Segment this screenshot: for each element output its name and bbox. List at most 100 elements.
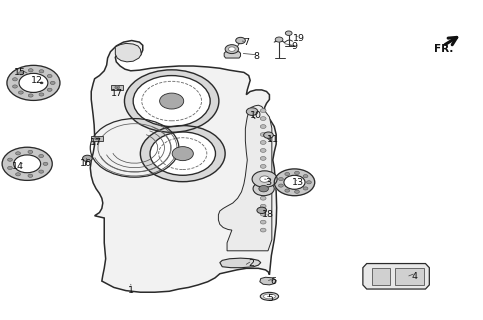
Circle shape (39, 93, 44, 96)
Circle shape (228, 47, 235, 51)
Circle shape (260, 148, 266, 152)
Circle shape (47, 75, 52, 77)
Circle shape (39, 155, 43, 158)
Circle shape (159, 93, 184, 109)
Text: FR.: FR. (434, 44, 454, 54)
Text: 19: 19 (293, 35, 305, 44)
Circle shape (303, 175, 308, 178)
Polygon shape (371, 268, 390, 285)
Polygon shape (274, 169, 315, 196)
Circle shape (28, 150, 33, 154)
Polygon shape (90, 41, 277, 292)
Circle shape (39, 70, 44, 73)
Text: 17: 17 (90, 138, 102, 147)
Polygon shape (363, 264, 429, 289)
Polygon shape (141, 125, 225, 182)
Polygon shape (395, 268, 424, 285)
Circle shape (260, 196, 266, 200)
Circle shape (285, 172, 290, 176)
Polygon shape (125, 70, 219, 132)
Polygon shape (260, 277, 276, 285)
Circle shape (236, 37, 245, 44)
Circle shape (307, 181, 312, 184)
Ellipse shape (260, 292, 279, 300)
Circle shape (260, 212, 266, 216)
Text: 17: 17 (111, 89, 123, 98)
Circle shape (246, 108, 258, 116)
Text: 12: 12 (31, 76, 43, 85)
Circle shape (260, 172, 266, 176)
Polygon shape (2, 147, 52, 180)
Circle shape (13, 85, 17, 88)
Circle shape (285, 31, 292, 36)
Circle shape (260, 220, 266, 224)
Text: 7: 7 (243, 38, 249, 47)
Polygon shape (19, 73, 48, 92)
Text: 14: 14 (12, 162, 24, 171)
Polygon shape (150, 132, 215, 175)
Text: 3: 3 (265, 178, 271, 187)
Text: 16: 16 (81, 159, 92, 168)
Polygon shape (133, 76, 210, 126)
Text: 1: 1 (128, 286, 134, 295)
Circle shape (295, 190, 299, 193)
Polygon shape (284, 175, 305, 189)
Polygon shape (224, 52, 241, 58)
Circle shape (15, 173, 20, 176)
Circle shape (172, 147, 193, 161)
Circle shape (260, 228, 266, 232)
Circle shape (83, 155, 92, 162)
Text: 10: 10 (250, 111, 262, 120)
Text: 13: 13 (292, 179, 304, 188)
Text: 11: 11 (267, 135, 279, 144)
Circle shape (253, 182, 274, 196)
Circle shape (264, 132, 273, 138)
Circle shape (43, 162, 48, 165)
Circle shape (95, 137, 99, 140)
Circle shape (279, 178, 284, 180)
Polygon shape (115, 44, 142, 62)
Text: 15: 15 (14, 68, 26, 77)
Circle shape (8, 158, 13, 161)
Circle shape (260, 132, 266, 136)
Circle shape (18, 72, 23, 75)
Polygon shape (91, 136, 103, 141)
Circle shape (260, 156, 266, 160)
Circle shape (50, 81, 55, 84)
Polygon shape (7, 65, 60, 100)
Circle shape (260, 117, 266, 121)
Circle shape (39, 170, 43, 173)
Circle shape (260, 124, 266, 128)
Circle shape (115, 86, 120, 89)
Circle shape (279, 184, 284, 187)
Circle shape (259, 186, 269, 192)
Text: 5: 5 (268, 294, 273, 303)
Ellipse shape (263, 294, 275, 299)
Circle shape (15, 152, 20, 155)
Circle shape (257, 207, 267, 213)
Circle shape (260, 164, 266, 168)
Circle shape (252, 171, 277, 188)
Circle shape (260, 176, 270, 182)
Polygon shape (112, 85, 123, 90)
Circle shape (260, 180, 266, 184)
Circle shape (28, 94, 33, 97)
Polygon shape (14, 155, 41, 173)
Circle shape (8, 166, 13, 170)
Polygon shape (220, 258, 261, 268)
Circle shape (260, 140, 266, 144)
Text: 18: 18 (262, 210, 274, 219)
Circle shape (260, 188, 266, 192)
Text: 9: 9 (291, 42, 298, 52)
Polygon shape (218, 105, 272, 251)
Circle shape (295, 171, 299, 174)
Circle shape (28, 69, 33, 72)
Circle shape (18, 91, 23, 94)
Circle shape (47, 88, 52, 92)
Circle shape (225, 45, 239, 53)
Circle shape (13, 78, 17, 81)
Text: 2: 2 (248, 259, 254, 268)
Circle shape (260, 204, 266, 208)
Text: 4: 4 (412, 272, 418, 281)
Circle shape (260, 109, 266, 113)
